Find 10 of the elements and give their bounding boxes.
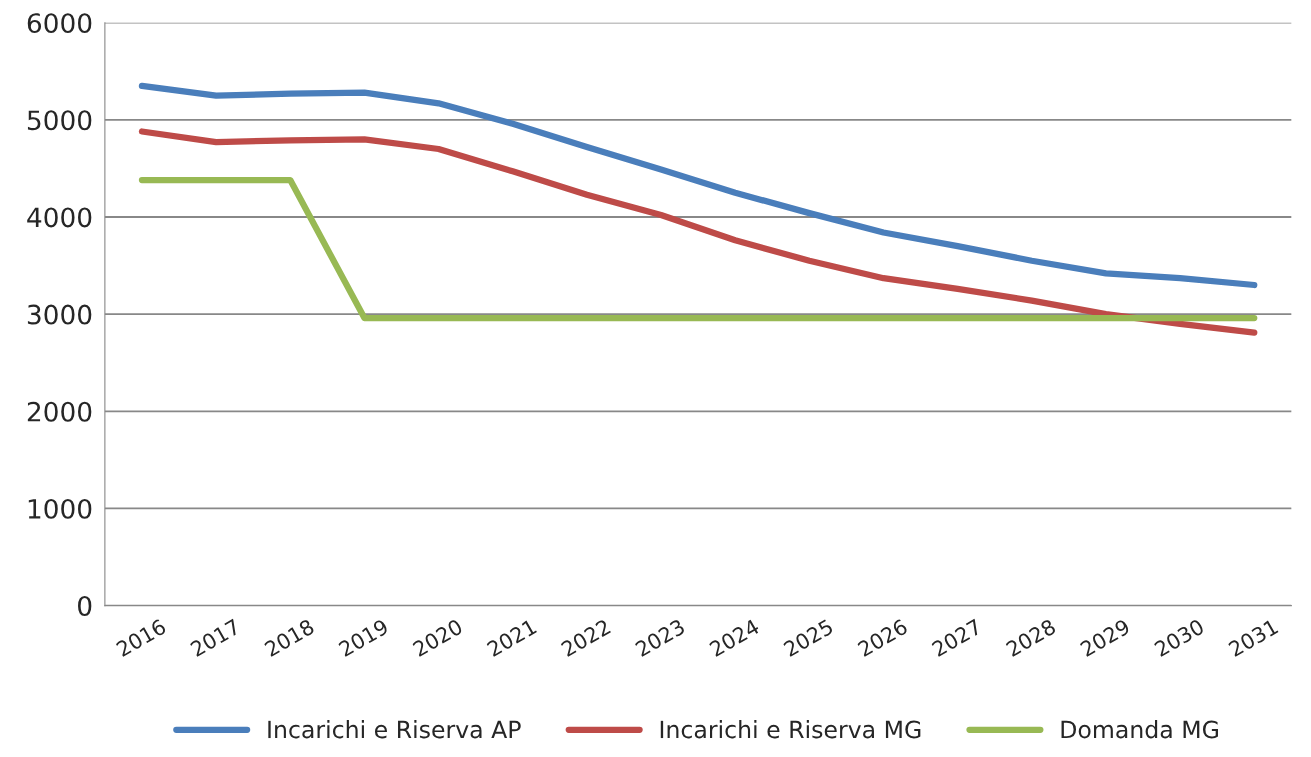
legend-label: Domanda MG [1061, 720, 1218, 739]
y-tick-label: 1000 [28, 498, 92, 519]
y-tick-label: 5000 [27, 110, 92, 131]
y-tick-label: 0 [78, 596, 92, 616]
legend-label: Incarichi e Riserva AP [268, 720, 521, 739]
y-tick-label: 3000 [27, 304, 92, 325]
legend-label: Incarichi e Riserva MG [660, 720, 921, 739]
y-tick-label: 4000 [27, 207, 92, 228]
y-tick-label: 6000 [27, 13, 92, 34]
y-tick-label: 2000 [27, 401, 92, 422]
